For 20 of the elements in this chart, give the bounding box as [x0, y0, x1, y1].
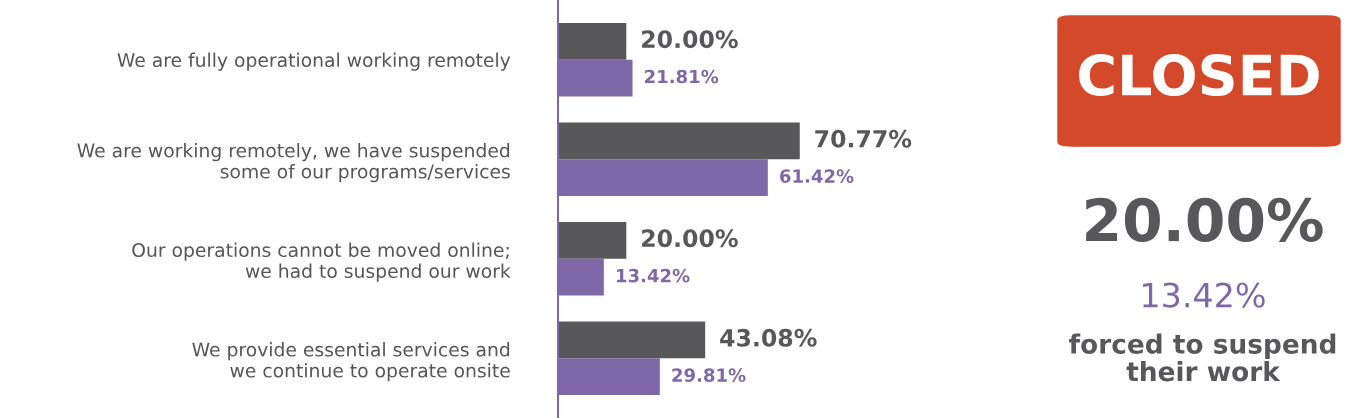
- y-tick-label: We are fully operational working remotely: [117, 52, 511, 71]
- data-label: 29.81%: [672, 368, 746, 382]
- bar: [558, 221, 627, 259]
- text: CLOSED: [1079, 54, 1319, 97]
- bar: [558, 122, 800, 160]
- data-label: 70.77%: [815, 129, 912, 148]
- data-label: 13.42%: [616, 268, 690, 283]
- data-label: 20.00%: [642, 30, 738, 49]
- text: forced to suspend their work: [1069, 333, 1336, 382]
- y-tick-label: We are working remotely, we have suspended some of our programs/services: [77, 143, 510, 183]
- data-label: 20.00%: [642, 229, 738, 248]
- y-tick-label: Our operations cannot be moved online; we had to suspend our work: [132, 242, 511, 282]
- text: 13.42%: [1143, 282, 1265, 308]
- y-tick-label: We provide essential services and we continue to operate onsite: [192, 342, 510, 382]
- data-label: 21.81%: [645, 69, 719, 84]
- bar: [558, 321, 706, 359]
- data-label: 43.08%: [720, 328, 817, 347]
- bar: [558, 22, 627, 60]
- text: 20.00%: [1086, 197, 1323, 242]
- data-label: 61.42%: [780, 169, 854, 183]
